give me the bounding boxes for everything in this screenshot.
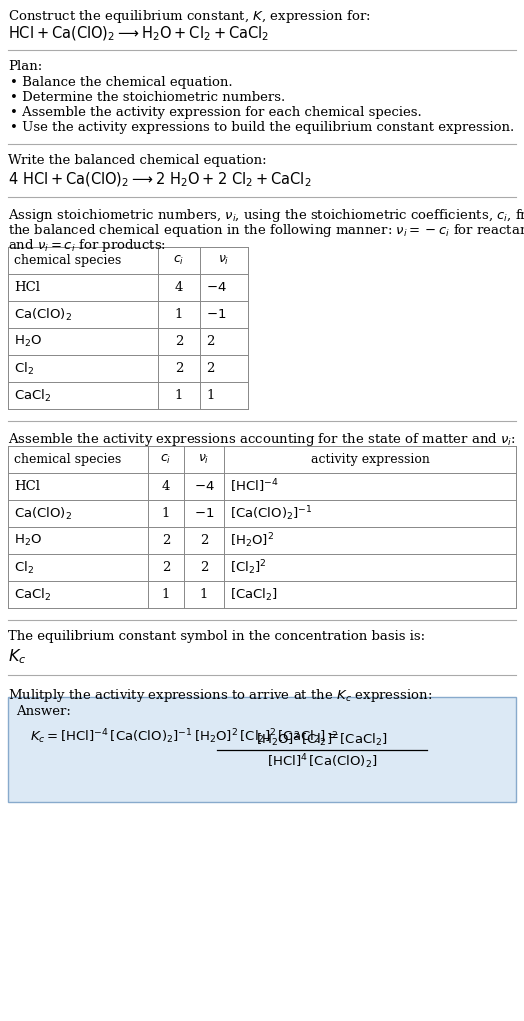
Text: $-4$: $-4$: [206, 281, 227, 294]
Text: $\mathrm{Ca(ClO)_2}$: $\mathrm{Ca(ClO)_2}$: [14, 505, 72, 522]
Text: $\mathrm{4\ HCl + Ca(ClO)_2 \longrightarrow 2\ H_2O + 2\ Cl_2 + CaCl_2}$: $\mathrm{4\ HCl + Ca(ClO)_2 \longrightar…: [8, 171, 311, 190]
Text: Plan:: Plan:: [8, 60, 42, 72]
Text: 1: 1: [200, 588, 208, 601]
Text: 2: 2: [175, 362, 183, 375]
Text: $\mathrm{HCl + Ca(ClO)_2 \longrightarrow H_2O + Cl_2 + CaCl_2}$: $\mathrm{HCl + Ca(ClO)_2 \longrightarrow…: [8, 25, 269, 44]
Text: 1: 1: [206, 389, 214, 402]
Text: 2: 2: [200, 561, 208, 574]
Text: • Balance the chemical equation.: • Balance the chemical equation.: [10, 76, 233, 89]
Text: and $\nu_i = c_i$ for products:: and $\nu_i = c_i$ for products:: [8, 237, 166, 254]
Text: 2: 2: [206, 362, 214, 375]
Text: $\mathrm{CaCl_2}$: $\mathrm{CaCl_2}$: [14, 387, 51, 403]
Text: Answer:: Answer:: [16, 704, 71, 718]
Text: 1: 1: [175, 389, 183, 402]
Text: 1: 1: [162, 588, 170, 601]
Text: 4: 4: [175, 281, 183, 294]
Text: 2: 2: [162, 561, 170, 574]
Text: $c_i$: $c_i$: [160, 453, 172, 466]
Bar: [8, 697, 516, 803]
Text: $-1$: $-1$: [194, 507, 214, 520]
Text: $K_c = [\mathrm{HCl}]^{-4}\,[\mathrm{Ca(ClO)_2}]^{-1}\,[\mathrm{H_2O}]^{2}\,[\ma: $K_c = [\mathrm{HCl}]^{-4}\,[\mathrm{Ca(…: [30, 727, 339, 745]
Text: $\mathrm{CaCl_2}$: $\mathrm{CaCl_2}$: [14, 586, 51, 602]
Text: Construct the equilibrium constant, $K$, expression for:: Construct the equilibrium constant, $K$,…: [8, 8, 370, 25]
Text: chemical species: chemical species: [14, 254, 121, 268]
Text: $[\mathrm{Cl_2}]^{2}$: $[\mathrm{Cl_2}]^{2}$: [230, 558, 267, 577]
Text: The equilibrium constant symbol in the concentration basis is:: The equilibrium constant symbol in the c…: [8, 630, 425, 643]
Text: $\mathrm{H_2O}$: $\mathrm{H_2O}$: [14, 533, 42, 548]
Text: • Assemble the activity expression for each chemical species.: • Assemble the activity expression for e…: [10, 106, 422, 119]
Text: chemical species: chemical species: [14, 453, 121, 466]
Text: $\mathrm{Cl_2}$: $\mathrm{Cl_2}$: [14, 560, 34, 576]
Text: $[\mathrm{HCl}]^{4}\,[\mathrm{Ca(ClO)_2}]$: $[\mathrm{HCl}]^{4}\,[\mathrm{Ca(ClO)_2}…: [267, 752, 377, 771]
Text: $\mathrm{Cl_2}$: $\mathrm{Cl_2}$: [14, 360, 34, 377]
Text: • Determine the stoichiometric numbers.: • Determine the stoichiometric numbers.: [10, 91, 285, 104]
Text: $c_i$: $c_i$: [173, 254, 184, 268]
Text: $[\mathrm{HCl}]^{-4}$: $[\mathrm{HCl}]^{-4}$: [230, 478, 278, 495]
Text: Assign stoichiometric numbers, $\nu_i$, using the stoichiometric coefficients, $: Assign stoichiometric numbers, $\nu_i$, …: [8, 207, 524, 224]
Text: Assemble the activity expressions accounting for the state of matter and $\nu_i$: Assemble the activity expressions accoun…: [8, 431, 516, 448]
Text: the balanced chemical equation in the following manner: $\nu_i = -c_i$ for react: the balanced chemical equation in the fo…: [8, 222, 524, 239]
Text: $K_c$: $K_c$: [8, 647, 26, 666]
Text: HCl: HCl: [14, 480, 40, 493]
Text: $[\mathrm{Ca(ClO)_2}]^{-1}$: $[\mathrm{Ca(ClO)_2}]^{-1}$: [230, 504, 313, 523]
Text: $-4$: $-4$: [194, 480, 214, 493]
Text: 2: 2: [206, 335, 214, 348]
Text: Write the balanced chemical equation:: Write the balanced chemical equation:: [8, 154, 267, 167]
Text: $[\mathrm{H_2O}]^{2}$: $[\mathrm{H_2O}]^{2}$: [230, 531, 274, 550]
Text: HCl: HCl: [14, 281, 40, 294]
Text: 2: 2: [175, 335, 183, 348]
Text: $\nu_i$: $\nu_i$: [198, 453, 210, 466]
Text: • Use the activity expressions to build the equilibrium constant expression.: • Use the activity expressions to build …: [10, 121, 514, 134]
Text: 2: 2: [200, 534, 208, 547]
Text: $[\mathrm{CaCl_2}]$: $[\mathrm{CaCl_2}]$: [230, 586, 278, 602]
Text: $[\mathrm{H_2O}]^{2}\,[\mathrm{Cl_2}]^{2}\,[\mathrm{CaCl_2}]$: $[\mathrm{H_2O}]^{2}\,[\mathrm{Cl_2}]^{2…: [256, 730, 388, 749]
Text: $\mathrm{H_2O}$: $\mathrm{H_2O}$: [14, 334, 42, 349]
Text: 1: 1: [175, 308, 183, 321]
Text: Mulitply the activity expressions to arrive at the $K_c$ expression:: Mulitply the activity expressions to arr…: [8, 687, 432, 704]
Text: activity expression: activity expression: [311, 453, 430, 466]
Text: 4: 4: [162, 480, 170, 493]
Text: $-1$: $-1$: [206, 308, 226, 321]
Text: 2: 2: [162, 534, 170, 547]
Text: 1: 1: [162, 507, 170, 520]
Text: $\mathrm{Ca(ClO)_2}$: $\mathrm{Ca(ClO)_2}$: [14, 306, 72, 323]
Text: $\nu_i$: $\nu_i$: [219, 254, 230, 268]
